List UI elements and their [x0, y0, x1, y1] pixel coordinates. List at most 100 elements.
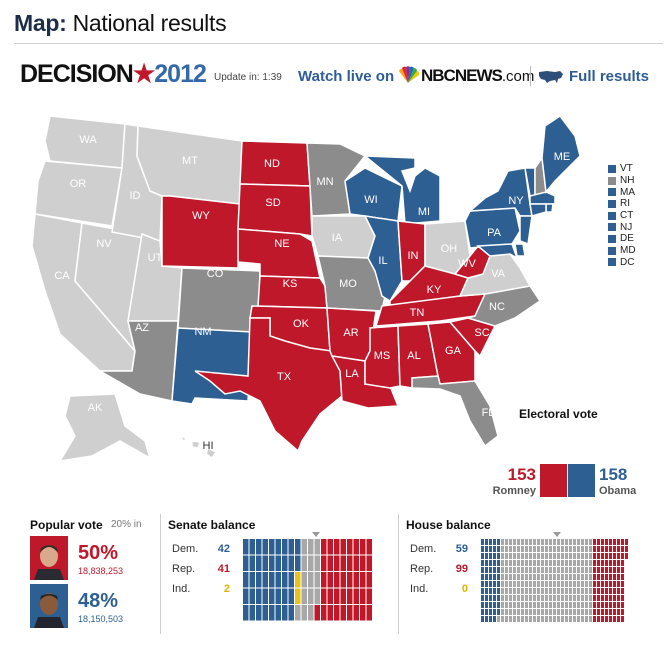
seat-rep [609, 574, 612, 580]
legend-item-md[interactable]: MD [608, 245, 636, 257]
state-sc[interactable] [448, 317, 497, 358]
legend-label: NJ [620, 221, 633, 233]
seat-undecided [521, 602, 524, 608]
seat-rep [340, 605, 346, 621]
seat-undecided [308, 555, 314, 571]
state-fl[interactable] [411, 375, 499, 448]
seat-undecided [513, 616, 516, 622]
seat-undecided [561, 616, 564, 622]
seat-undecided [513, 581, 516, 587]
legend-item-nh[interactable]: NH [608, 175, 636, 187]
state-ak[interactable] [58, 393, 152, 462]
seat-undecided [545, 595, 548, 601]
seat-undecided [581, 602, 584, 608]
legend-item-dc[interactable]: DC [608, 257, 636, 269]
legend-item-ri[interactable]: RI [608, 198, 636, 210]
seat-dem [489, 581, 492, 587]
seat-dem [256, 605, 262, 621]
seat-undecided [545, 609, 548, 615]
seat-undecided [501, 616, 504, 622]
seat-undecided [589, 588, 592, 594]
state-ct[interactable] [529, 203, 547, 217]
nbc-peacock-icon[interactable] [396, 66, 420, 84]
state-ri[interactable] [545, 203, 554, 213]
legend-item-nj[interactable]: NJ [608, 221, 636, 233]
seat-undecided [537, 539, 540, 545]
seat-undecided [549, 616, 552, 622]
seat-dem [489, 546, 492, 552]
seat-undecided [501, 581, 504, 587]
seat-rep [327, 588, 333, 604]
state-tx[interactable] [194, 317, 343, 453]
seat-undecided [557, 553, 560, 559]
label-ak: AK [88, 402, 103, 414]
seat-undecided [521, 581, 524, 587]
seat-undecided [509, 581, 512, 587]
seat-undecided [585, 602, 588, 608]
seat-dem [481, 539, 484, 545]
seat-undecided [577, 581, 580, 587]
full-results-link[interactable]: Full results [569, 68, 650, 85]
legend-item-ma[interactable]: MA [608, 186, 636, 198]
seat-undecided [513, 588, 516, 594]
state-nj[interactable] [519, 215, 533, 246]
seat-dem [485, 560, 488, 566]
seat-undecided [505, 560, 508, 566]
senate-dem-seats: 42 [217, 543, 230, 555]
seat-undecided [525, 567, 528, 573]
state-me[interactable] [541, 114, 581, 194]
state-or[interactable] [34, 160, 123, 227]
seat-rep [605, 560, 608, 566]
state-nm[interactable] [171, 327, 253, 405]
page-title-text: National results [72, 10, 227, 36]
state-ma[interactable] [529, 191, 556, 205]
seat-rep [601, 581, 604, 587]
seat-undecided [533, 546, 536, 552]
state-de[interactable] [514, 243, 526, 257]
seat-dem [493, 539, 496, 545]
state-mi[interactable] [362, 155, 441, 225]
seat-rep [617, 609, 620, 615]
seat-undecided [549, 560, 552, 566]
seat-rep [609, 581, 612, 587]
us-map-icon[interactable] [538, 70, 564, 84]
state-ny[interactable] [467, 167, 533, 217]
state-hi[interactable] [178, 434, 218, 460]
seat-rep [617, 574, 620, 580]
seat-undecided [561, 602, 564, 608]
watch-live-link[interactable]: Watch live on [298, 68, 395, 85]
seat-undecided [569, 546, 572, 552]
state-wy[interactable] [161, 195, 241, 269]
nbc-news-link[interactable]: NBCNEWS.com [421, 66, 534, 86]
legend-item-de[interactable]: DE [608, 233, 636, 245]
seat-undecided [581, 595, 584, 601]
seat-dem [493, 588, 496, 594]
legend-item-vt[interactable]: VT [608, 163, 636, 175]
house-dem-label: Dem. [410, 543, 437, 555]
label-al: AL [407, 350, 420, 362]
seat-dem [288, 539, 294, 555]
legend-item-ct[interactable]: CT [608, 210, 636, 222]
seat-rep [605, 539, 608, 545]
state-ia[interactable] [311, 215, 376, 259]
seat-rep [621, 574, 624, 580]
seat-undecided [581, 539, 584, 545]
romney-portrait [30, 536, 68, 580]
seat-undecided [585, 553, 588, 559]
seat-undecided [533, 602, 536, 608]
seat-rep [605, 616, 608, 622]
senate-balance-title: Senate balance [168, 518, 256, 532]
label-tn: TN [410, 307, 425, 319]
seat-dem [481, 546, 484, 552]
seat-dem [243, 539, 249, 555]
seat-undecided [517, 609, 520, 615]
legend-label: NH [620, 175, 635, 187]
seat-dem [262, 539, 268, 555]
seat-undecided [541, 588, 544, 594]
seat-undecided [589, 574, 592, 580]
state-sd[interactable] [237, 183, 313, 237]
state-md[interactable] [476, 243, 519, 260]
seat-undecided [573, 560, 576, 566]
seat-undecided [501, 553, 504, 559]
seat-undecided [589, 616, 592, 622]
